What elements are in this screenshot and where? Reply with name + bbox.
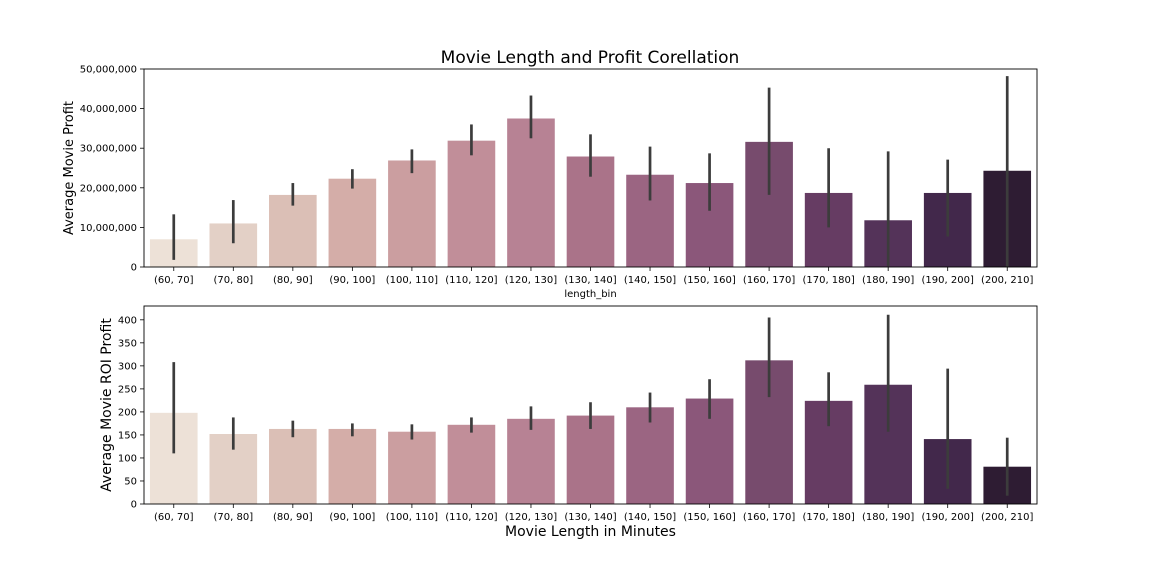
x-tick-label: (130, 140] [564, 275, 616, 286]
x-axis-label: Movie Length in Minutes [505, 524, 676, 540]
y-tick-label: 50,000,000 [80, 65, 137, 76]
x-tick-label: (80, 90] [273, 512, 313, 523]
x-tick-label: (160, 170] [743, 275, 795, 286]
y-tick-label: 50 [124, 476, 137, 487]
x-axis-label: length_bin [564, 289, 616, 300]
x-tick-label: (140, 150] [624, 275, 676, 286]
bar [626, 407, 674, 504]
y-tick-label: 10,000,000 [80, 223, 137, 234]
y-tick-label: 0 [131, 263, 137, 274]
roi-bar-chart: (60, 70] (70, 80] (80, 90] (90, 100] (100, 1… [99, 305, 1038, 540]
x-tick-label: (100, 110] [386, 275, 438, 286]
chart-title: Movie Length and Profit Corellation [441, 48, 740, 68]
bar [447, 140, 496, 267]
y-tick-label: 20,000,000 [80, 183, 137, 194]
x-tick-label: (60, 70] [154, 512, 194, 523]
x-tick-label: (130, 140] [564, 512, 616, 523]
x-tick-label: (170, 180] [802, 512, 854, 523]
bar [388, 431, 436, 504]
x-tick-label: (90, 100] [329, 512, 375, 523]
bar [507, 418, 555, 504]
y-tick-label: 0 [131, 500, 137, 511]
x-tick-label: (110, 120] [445, 275, 497, 286]
x-tick-label: (70, 80] [213, 275, 253, 286]
x-tick-label: (190, 200] [922, 275, 974, 286]
y-axis-label: Average Movie ROI Profit [99, 318, 115, 492]
x-tick-label: (120, 130] [505, 512, 557, 523]
y-tick-label: 40,000,000 [80, 104, 137, 115]
x-tick-label: (190, 200] [922, 512, 974, 523]
x-tick-label: (120, 130] [505, 275, 557, 286]
bar [328, 178, 377, 267]
bar [447, 424, 496, 504]
profit-bar-chart: (60, 70] (70, 80] (80, 90] (90, 100] (100, 1… [62, 65, 1038, 300]
y-tick-label: 400 [118, 315, 137, 326]
y-tick-label: 100 [118, 453, 137, 464]
x-tick-label: (180, 190] [862, 512, 914, 523]
x-tick-label: (80, 90] [273, 275, 313, 286]
bar [566, 415, 615, 504]
y-tick-label: 250 [118, 384, 137, 395]
y-tick-label: 150 [118, 430, 137, 441]
x-tick-label: (150, 160] [683, 275, 735, 286]
x-tick-label: (150, 160] [683, 512, 735, 523]
y-tick-label: 350 [118, 338, 137, 349]
x-tick-label: (70, 80] [213, 512, 253, 523]
x-tick-label: (110, 120] [445, 512, 497, 523]
y-tick-label: 30,000,000 [80, 144, 137, 155]
x-tick-label: (170, 180] [802, 275, 854, 286]
bar [269, 428, 317, 504]
bar [328, 428, 377, 504]
x-tick-label: (180, 190] [862, 275, 914, 286]
bar [388, 160, 436, 267]
y-tick-label: 200 [118, 407, 137, 418]
x-tick-label: (160, 170] [743, 512, 795, 523]
x-tick-label: (90, 100] [329, 275, 375, 286]
bar [269, 194, 317, 267]
x-tick-label: (200, 210] [981, 512, 1033, 523]
x-tick-label: (100, 110] [386, 512, 438, 523]
y-axis-label: Average Movie Profit [62, 101, 77, 235]
bar [507, 118, 555, 267]
x-tick-label: (200, 210] [981, 275, 1033, 286]
x-tick-label: (60, 70] [154, 275, 194, 286]
y-tick-label: 300 [118, 361, 137, 372]
x-tick-label: (140, 150] [624, 512, 676, 523]
